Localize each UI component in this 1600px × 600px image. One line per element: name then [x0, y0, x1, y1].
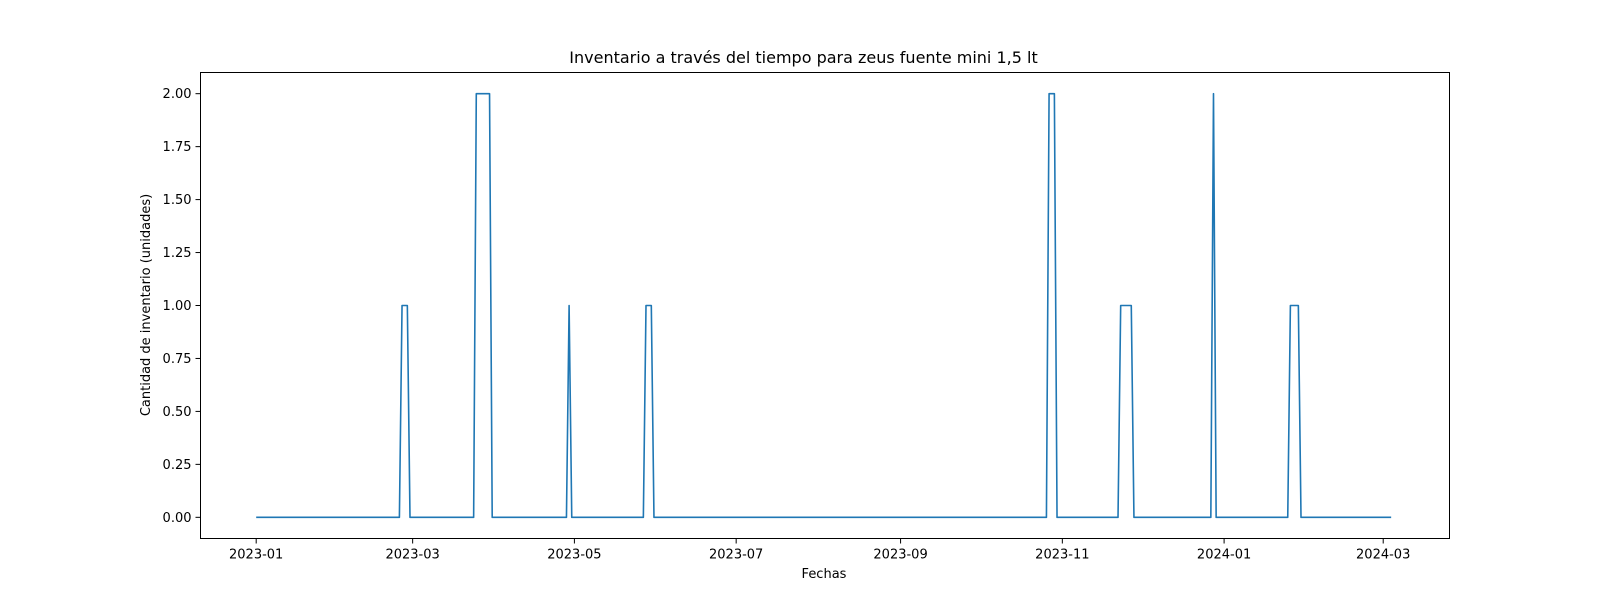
x-tick-label: 2023-11 — [1035, 548, 1089, 563]
x-axis-label: Fechas — [802, 567, 847, 582]
x-tick-label: 2024-01 — [1197, 548, 1251, 563]
y-tick-label: 0.50 — [163, 405, 192, 420]
y-tick-label: 1.50 — [163, 193, 192, 208]
x-axis: 2023-01 2023-03 2023-05 2023-07 2023-09 2023-… — [229, 538, 1410, 563]
y-tick-label: 1.25 — [163, 246, 192, 261]
y-tick-label: 2.00 — [163, 87, 192, 102]
x-tick-label: 2023-07 — [709, 548, 763, 563]
series-layer — [256, 92, 1392, 519]
x-tick-label: 2024-03 — [1356, 548, 1410, 563]
y-tick-label: 0.75 — [163, 352, 192, 367]
y-axis: 0.00 0.25 0.50 0.75 1.00 1.25 1.50 1.75 2.00 — [163, 87, 201, 526]
y-tick-label: 0.25 — [163, 458, 192, 473]
y-tick-label: 0.00 — [163, 511, 192, 526]
x-tick-label: 2023-09 — [873, 548, 927, 563]
y-tick-label: 1.00 — [163, 299, 192, 314]
x-tick-label: 2023-05 — [547, 548, 601, 563]
x-tick-label: 2023-01 — [229, 548, 283, 563]
x-tick-label: 2023-03 — [385, 548, 439, 563]
chart-title: Inventario a través del tiempo para zeus… — [569, 48, 1037, 67]
y-tick-label: 1.75 — [163, 140, 192, 155]
series-line — [256, 92, 1392, 519]
plot-frame — [200, 72, 1450, 539]
y-axis-label: Cantidad de inventario (unidades) — [139, 194, 154, 416]
